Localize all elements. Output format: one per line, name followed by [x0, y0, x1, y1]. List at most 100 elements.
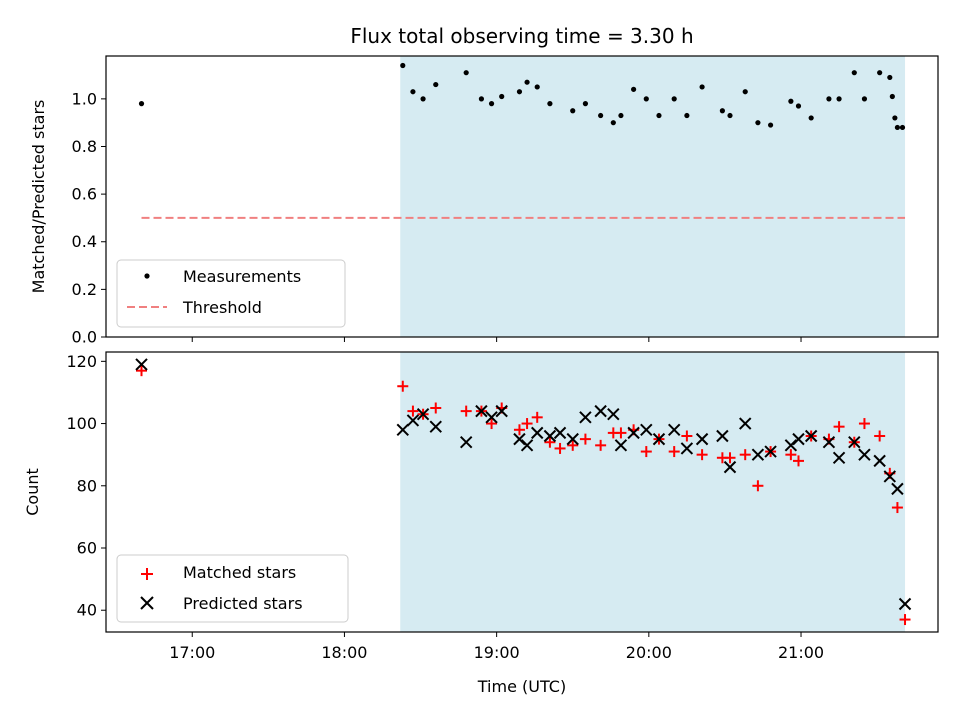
measurement-point [631, 86, 637, 92]
matched-star-marker [681, 430, 693, 442]
y-tick-label: 0.0 [72, 328, 97, 347]
predicted-star-marker [543, 429, 557, 443]
predicted-star-marker [396, 423, 409, 436]
matched-star-marker [430, 402, 442, 414]
matched-star-marker [579, 433, 591, 445]
measurement-point [684, 112, 690, 119]
observing-span-shade [400, 56, 906, 337]
predicted-star-marker [627, 426, 640, 440]
matched-star-marker [891, 502, 903, 514]
measurement-point [755, 120, 761, 126]
measurement-point [889, 93, 895, 100]
matched-star-marker [792, 455, 804, 467]
matched-star-marker [858, 418, 870, 430]
measurement-point [656, 112, 662, 119]
predicted-star-marker [553, 426, 567, 440]
predicted-star-marker [667, 423, 681, 436]
legend-predicted-label: Predicted stars [183, 594, 303, 613]
measurement-point [400, 62, 406, 69]
count-panel-frame [105, 351, 939, 633]
predicted-star-marker [695, 432, 709, 446]
matched-star-marker [513, 424, 525, 436]
predicted-star-marker [459, 436, 473, 449]
matched-star-marker [640, 446, 652, 458]
measurement-point [547, 101, 553, 107]
measurement-point [719, 108, 725, 114]
matched-star-marker [544, 436, 556, 448]
measurement-point [851, 70, 857, 76]
measurement-point [598, 112, 604, 119]
measurement-point [478, 96, 485, 102]
predicted-star-marker [873, 454, 886, 468]
count-panel: 40 60 80 100 120 17:00 18:00 19:00 20:00 21:00 C… [23, 351, 939, 696]
matched-star-marker [397, 380, 409, 392]
measurement-point [516, 89, 523, 95]
x-tick-label: 19:00 [474, 643, 520, 662]
predicted-star-marker [832, 451, 846, 464]
predicted-star-marker [716, 429, 729, 443]
x-axis-ticks-bottom: 17:00 18:00 19:00 20:00 21:00 [169, 632, 824, 662]
predicted-star-marker [751, 448, 765, 461]
y-tick-label: 0.6 [72, 185, 97, 204]
measurement-point [767, 122, 774, 128]
predicted-star-marker [792, 432, 805, 446]
predicted-star-marker [848, 436, 861, 449]
matched-star-marker [739, 449, 751, 461]
x-axis-ticks-top [191, 337, 802, 342]
measurement-point [877, 70, 883, 76]
matched-star-marker [136, 365, 148, 377]
matched-star-marker [521, 418, 533, 430]
predicted-star-marker [652, 432, 666, 446]
matched-star-marker [833, 421, 845, 433]
predicted-star-marker [764, 445, 777, 458]
predicted-star-marker [594, 404, 607, 418]
predicted-star-marker [739, 417, 752, 430]
predicted-star-marker [898, 597, 912, 611]
measurement-point [138, 101, 145, 107]
predicted-star-marker [607, 408, 620, 421]
measurement-point [618, 112, 624, 119]
predicted-star-marker [614, 439, 628, 452]
measurement-point [570, 108, 576, 114]
observing-span-shade-bottom [400, 352, 906, 632]
predicted-star-marker [429, 420, 442, 433]
legend-matched-label: Matched stars [183, 563, 296, 582]
measurement-point [795, 103, 802, 109]
matched-star-marker [554, 442, 566, 454]
predicted-star-marker [640, 423, 653, 436]
predicted-star-marker [822, 436, 836, 449]
y-tick-label: 80 [77, 476, 97, 495]
legend-threshold-label: Threshold [182, 298, 262, 317]
y-tick-label: 1.0 [72, 89, 97, 108]
legend-frame-top [116, 259, 346, 328]
predicted-star-marker [531, 426, 544, 440]
x-tick-label: 18:00 [321, 643, 367, 662]
measurement-point [899, 124, 906, 131]
matched-star-marker [615, 427, 627, 439]
predicted-star-marker [566, 432, 579, 446]
predicted-star-marker [416, 408, 430, 421]
predicted-star-marker [680, 442, 694, 455]
legend-measurement-marker [144, 273, 150, 279]
y-axis-label-ratio: Matched/Predicted stars [29, 100, 48, 294]
predicted-star-marker [406, 414, 420, 427]
predicted-star-marker [135, 358, 148, 371]
measurement-point [410, 89, 416, 95]
measurement-point [826, 96, 832, 102]
y-axis-ticks-bottom: 40 60 80 100 120 [66, 352, 106, 620]
measurement-point [892, 115, 898, 121]
predicted-star-marker [579, 411, 592, 424]
measurement-point [742, 89, 748, 95]
measurement-point [894, 124, 901, 131]
legend-matched-marker [141, 568, 153, 580]
measurement-point [534, 84, 540, 90]
y-tick-label: 40 [77, 601, 97, 620]
predicted-stars-points [135, 358, 912, 611]
ratio-panel: 0.0 0.2 0.4 0.6 0.8 1.0 Matched/Predicted sta… [29, 55, 939, 347]
measurement-point [671, 96, 677, 102]
legend-top: Measurements Threshold [116, 259, 346, 328]
x-tick-label: 20:00 [626, 643, 672, 662]
predicted-star-marker [891, 482, 904, 496]
matched-star-marker [595, 439, 607, 451]
measurement-point [463, 70, 469, 76]
